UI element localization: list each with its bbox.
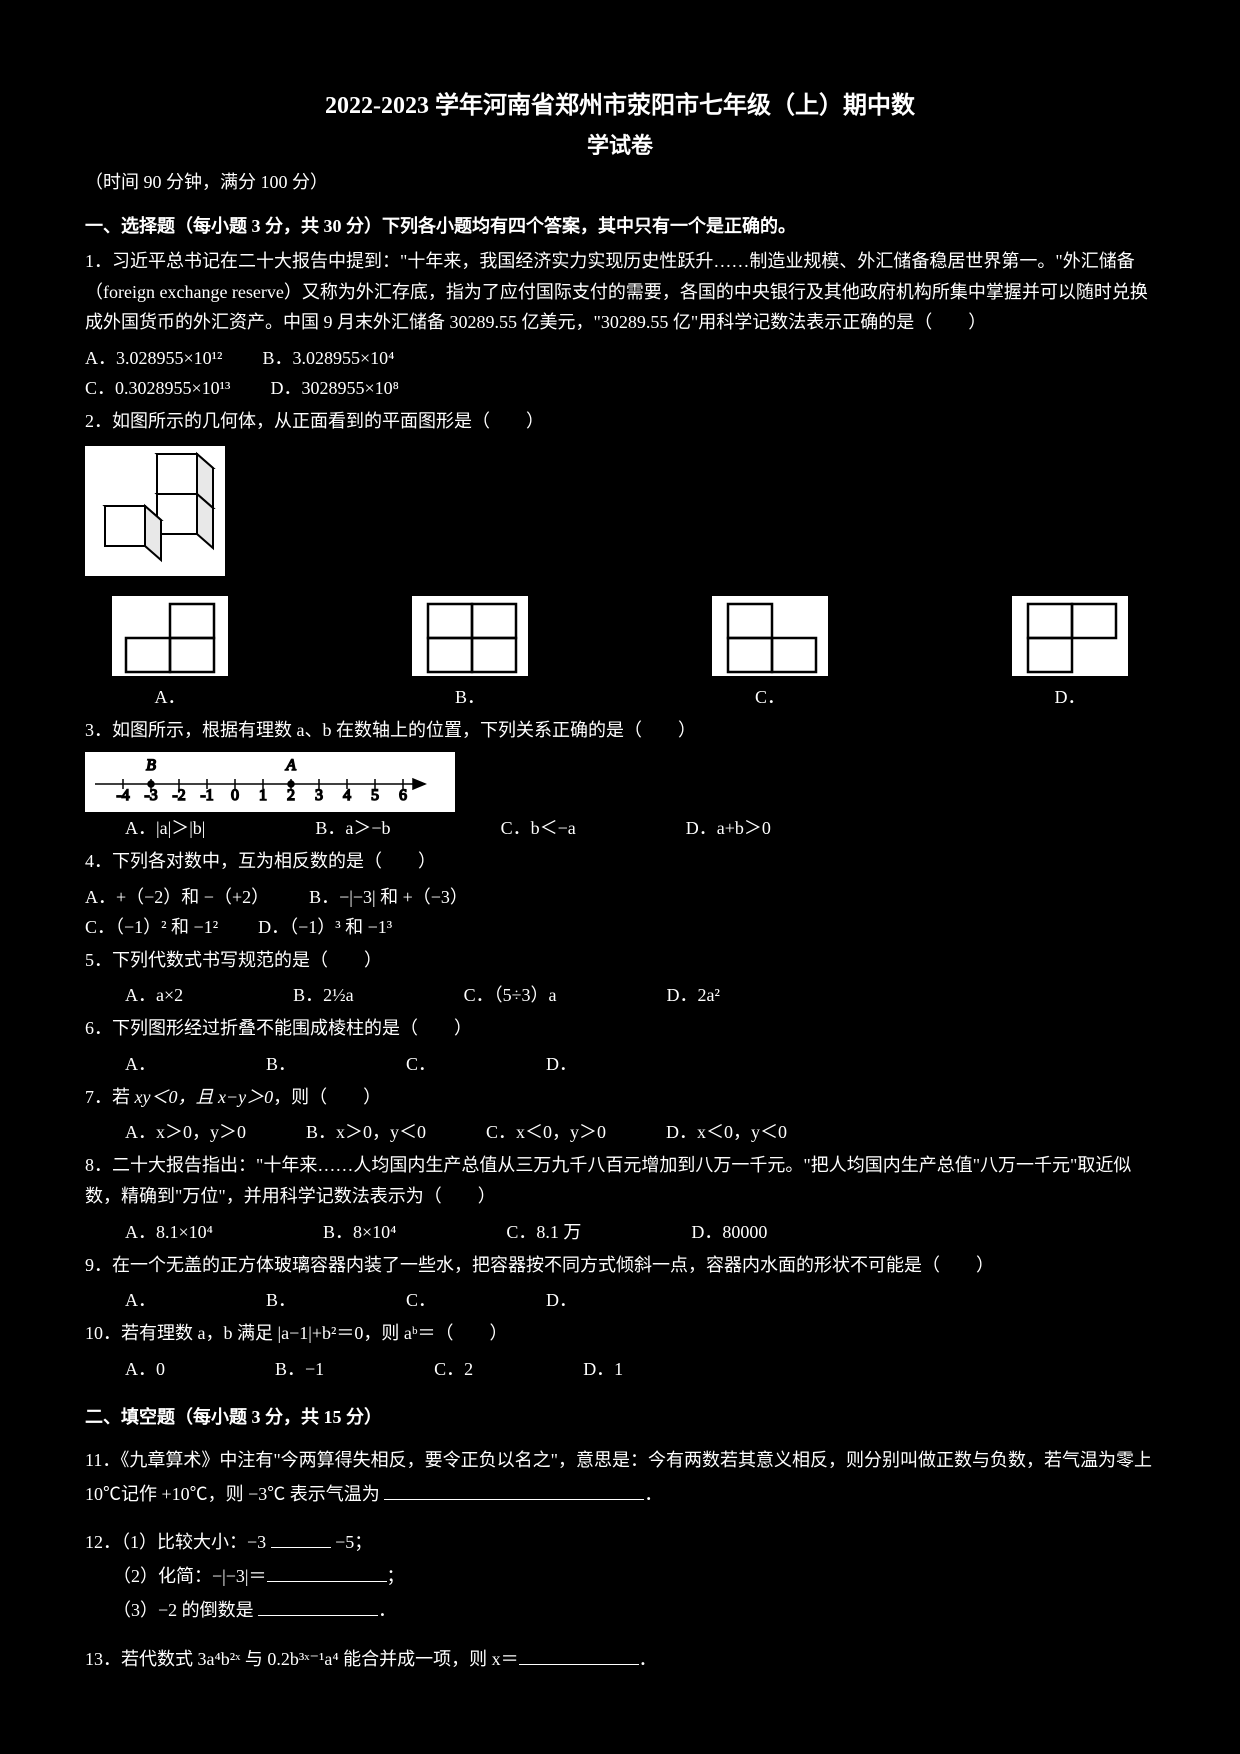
q11-blank[interactable] [384, 1482, 644, 1500]
q5-optC[interactable]: C．（5÷3）a [464, 981, 557, 1007]
q12-blank2[interactable] [267, 1564, 387, 1582]
svg-text:B: B [146, 757, 156, 774]
q4-optC[interactable]: C．（−1）² 和 −1² [85, 913, 218, 939]
q6-optC[interactable]: C． [406, 1050, 436, 1076]
title-line2: 学试卷 [587, 133, 653, 158]
q4-optA[interactable]: A．+（−2）和 −（+2） [85, 883, 269, 909]
q12: 12．（1）比较大小：−3 −5； （2）化简：−|−3|＝； （3）−2 的倒… [85, 1525, 1155, 1628]
q12-blank1[interactable] [271, 1530, 331, 1548]
svg-text:0: 0 [231, 787, 239, 804]
q5-optB[interactable]: B．2½a [293, 981, 354, 1007]
q3-optB[interactable]: B．a＞−b [315, 814, 390, 840]
q8-optD[interactable]: D．80000 [691, 1218, 767, 1244]
q13: 13．若代数式 3a⁴b²ˣ 与 0.2b³ˣ⁻¹a⁴ 能合并成一项，则 x＝． [85, 1642, 1155, 1676]
svg-text:A: A [285, 757, 296, 774]
q5-optD[interactable]: D．2a² [667, 981, 720, 1007]
svg-text:-4: -4 [116, 787, 129, 804]
q9-optC[interactable]: C． [406, 1286, 436, 1312]
q3-optD[interactable]: D．a+b＞0 [686, 814, 771, 840]
q10-optB[interactable]: B．−1 [275, 1355, 324, 1381]
q5-stem: 5．下列代数式书写规范的是（ ） [85, 945, 1155, 976]
section2-heading: 二、填空题（每小题 3 分，共 15 分） [85, 1403, 1155, 1429]
q7-optC[interactable]: C．x＜0，y＞0 [486, 1118, 606, 1144]
q3-stem: 3．如图所示，根据有理数 a、b 在数轴上的位置，下列关系正确的是（ ） [85, 715, 1155, 746]
q3-numberline: B A -4 -3 -2 -1 0 1 2 3 4 5 6 [85, 752, 455, 812]
q1-optB[interactable]: B．3.028955×10⁴ [262, 344, 394, 370]
q10-optA[interactable]: A．0 [125, 1355, 165, 1381]
exam-note: （时间 90 分钟，满分 100 分） [85, 168, 1155, 194]
q2-solid-figure [85, 446, 225, 576]
q2-figA[interactable] [110, 594, 230, 678]
q2-figB[interactable] [410, 594, 530, 678]
svg-text:1: 1 [259, 787, 267, 804]
section1-heading: 一、选择题（每小题 3 分，共 30 分）下列各小题均有四个答案，其中只有一个是… [85, 212, 1155, 238]
q7-optA[interactable]: A．x＞0，y＞0 [125, 1118, 246, 1144]
q1-stem: 1．习近平总书记在二十大报告中提到："十年来，我国经济实力实现历史性跃升……制造… [85, 246, 1155, 338]
q3-optA[interactable]: A．|a|＞|b| [125, 814, 205, 840]
q8-optB[interactable]: B．8×10⁴ [323, 1218, 396, 1244]
svg-text:3: 3 [315, 787, 323, 804]
q6-optA[interactable]: A． [125, 1050, 156, 1076]
q11: 11．《九章算术》中注有"今两算得失相反，要令正负以名之"，意思是：今有两数若其… [85, 1443, 1155, 1511]
q6-optD[interactable]: D． [546, 1050, 577, 1076]
q7-optB[interactable]: B．x＞0，y＜0 [306, 1118, 426, 1144]
q1-optC[interactable]: C．0.3028955×10¹³ [85, 374, 230, 400]
svg-text:4: 4 [343, 787, 351, 804]
q2-optD-label: D． [985, 683, 1155, 709]
q2-optB-label: B． [385, 683, 555, 709]
q2-stem: 2．如图所示的几何体，从正面看到的平面图形是（ ） [85, 406, 1155, 437]
q3-optC[interactable]: C．b＜−a [501, 814, 576, 840]
q2-optA-label: A． [85, 683, 255, 709]
q1-optA[interactable]: A．3.028955×10¹² [85, 344, 222, 370]
q10-stem: 10．若有理数 a，b 满足 |a−1|+b²＝0，则 aᵇ＝（ ） [85, 1318, 1155, 1349]
q6-stem: 6．下列图形经过折叠不能围成棱柱的是（ ） [85, 1013, 1155, 1044]
q13-blank[interactable] [519, 1647, 639, 1665]
svg-text:-1: -1 [200, 787, 213, 804]
q9-optD[interactable]: D． [546, 1286, 577, 1312]
svg-text:-2: -2 [172, 787, 185, 804]
q9-optA[interactable]: A． [125, 1286, 156, 1312]
q4-optB[interactable]: B．−|−3| 和 +（−3） [309, 883, 468, 909]
svg-text:5: 5 [371, 787, 379, 804]
q8-stem: 8．二十大报告指出："十年来……人均国内生产总值从三万九千八百元增加到八万一千元… [85, 1150, 1155, 1211]
q7-optD[interactable]: D．x＜0，y＜0 [666, 1118, 787, 1144]
q2-options-row: A． B． C． [85, 594, 1155, 709]
q6-optB[interactable]: B． [266, 1050, 296, 1076]
q4-optD[interactable]: D．（−1）³ 和 −1³ [258, 913, 392, 939]
svg-text:2: 2 [287, 787, 295, 804]
q7-stem: 7．若 xy＜0，且 x−y＞0，则（ ） [85, 1082, 1155, 1113]
q10-optD[interactable]: D．1 [583, 1355, 623, 1381]
q9-stem: 9．在一个无盖的正方体玻璃容器内装了一些水，把容器按不同方式倾斜一点，容器内水面… [85, 1250, 1155, 1281]
q12-blank3[interactable] [258, 1598, 378, 1616]
svg-text:-3: -3 [144, 787, 157, 804]
q2-optC-label: C． [685, 683, 855, 709]
q8-optA[interactable]: A．8.1×10⁴ [125, 1218, 213, 1244]
svg-text:6: 6 [399, 787, 407, 804]
q10-optC[interactable]: C．2 [434, 1355, 473, 1381]
q2-figC[interactable] [710, 594, 830, 678]
q5-optA[interactable]: A．a×2 [125, 981, 183, 1007]
q8-optC[interactable]: C．8.1 万 [506, 1218, 581, 1244]
q4-stem: 4．下列各对数中，互为相反数的是（ ） [85, 846, 1155, 877]
title-line1: 2022-2023 学年河南省郑州市荥阳市七年级（上）期中数 [325, 93, 915, 119]
q9-optB[interactable]: B． [266, 1286, 296, 1312]
q2-figD[interactable] [1010, 594, 1130, 678]
q1-optD[interactable]: D．3028955×10⁸ [270, 374, 398, 400]
